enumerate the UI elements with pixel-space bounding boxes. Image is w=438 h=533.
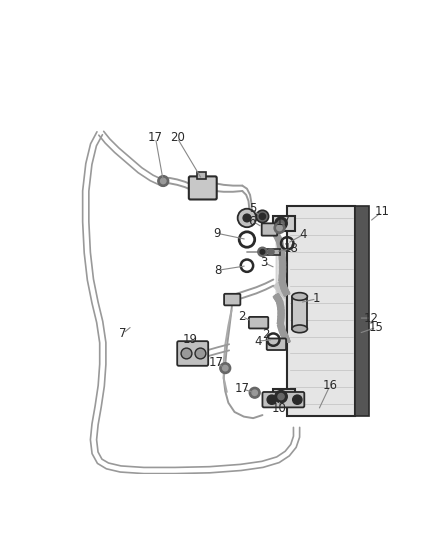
Text: 1: 1 (313, 292, 321, 305)
Circle shape (220, 363, 231, 374)
Bar (356, 206, 369, 416)
Text: 4: 4 (299, 229, 307, 241)
Bar (273, 216, 295, 231)
Ellipse shape (292, 293, 307, 301)
Text: 20: 20 (170, 131, 185, 144)
Text: 7: 7 (119, 327, 127, 340)
Bar (292, 296, 307, 329)
Circle shape (259, 213, 265, 220)
Bar (273, 389, 295, 405)
Bar (266, 249, 280, 255)
Circle shape (278, 220, 284, 227)
FancyBboxPatch shape (189, 176, 217, 199)
Circle shape (238, 209, 256, 227)
Text: 17: 17 (148, 131, 163, 144)
Text: 10: 10 (272, 402, 287, 415)
Circle shape (267, 395, 276, 405)
Circle shape (161, 179, 166, 184)
Text: 2: 2 (239, 310, 246, 323)
FancyBboxPatch shape (224, 294, 240, 305)
Circle shape (260, 249, 265, 254)
FancyBboxPatch shape (262, 392, 304, 407)
Text: 19: 19 (183, 333, 198, 346)
Text: 16: 16 (322, 379, 337, 392)
Circle shape (195, 348, 206, 359)
Text: 18: 18 (284, 243, 299, 255)
Circle shape (278, 393, 284, 400)
Text: 8: 8 (214, 264, 221, 277)
Text: 3: 3 (260, 256, 268, 269)
Text: 17: 17 (276, 215, 291, 228)
Circle shape (258, 247, 267, 256)
Bar (197, 172, 206, 180)
Text: 11: 11 (374, 205, 389, 219)
Text: 6: 6 (249, 215, 256, 228)
FancyBboxPatch shape (267, 338, 286, 350)
FancyBboxPatch shape (249, 317, 268, 328)
Circle shape (158, 175, 169, 187)
Circle shape (275, 217, 287, 230)
Circle shape (274, 223, 285, 233)
FancyBboxPatch shape (261, 223, 277, 236)
Circle shape (249, 387, 260, 398)
Text: 12: 12 (364, 312, 378, 325)
Circle shape (181, 348, 192, 359)
Circle shape (275, 391, 287, 403)
Ellipse shape (292, 325, 307, 333)
Circle shape (293, 395, 302, 405)
Text: 9: 9 (214, 227, 221, 240)
Text: 17: 17 (208, 356, 223, 369)
Circle shape (256, 210, 268, 223)
Circle shape (243, 214, 251, 222)
Bar (287, 206, 356, 416)
Text: 5: 5 (249, 202, 256, 215)
Circle shape (223, 366, 228, 371)
Circle shape (252, 390, 258, 395)
Text: 15: 15 (369, 321, 384, 334)
Text: 4: 4 (254, 335, 261, 348)
Text: 17: 17 (235, 382, 250, 395)
Circle shape (268, 249, 274, 255)
Circle shape (277, 225, 282, 231)
FancyBboxPatch shape (177, 341, 208, 366)
Text: 2: 2 (262, 328, 269, 342)
